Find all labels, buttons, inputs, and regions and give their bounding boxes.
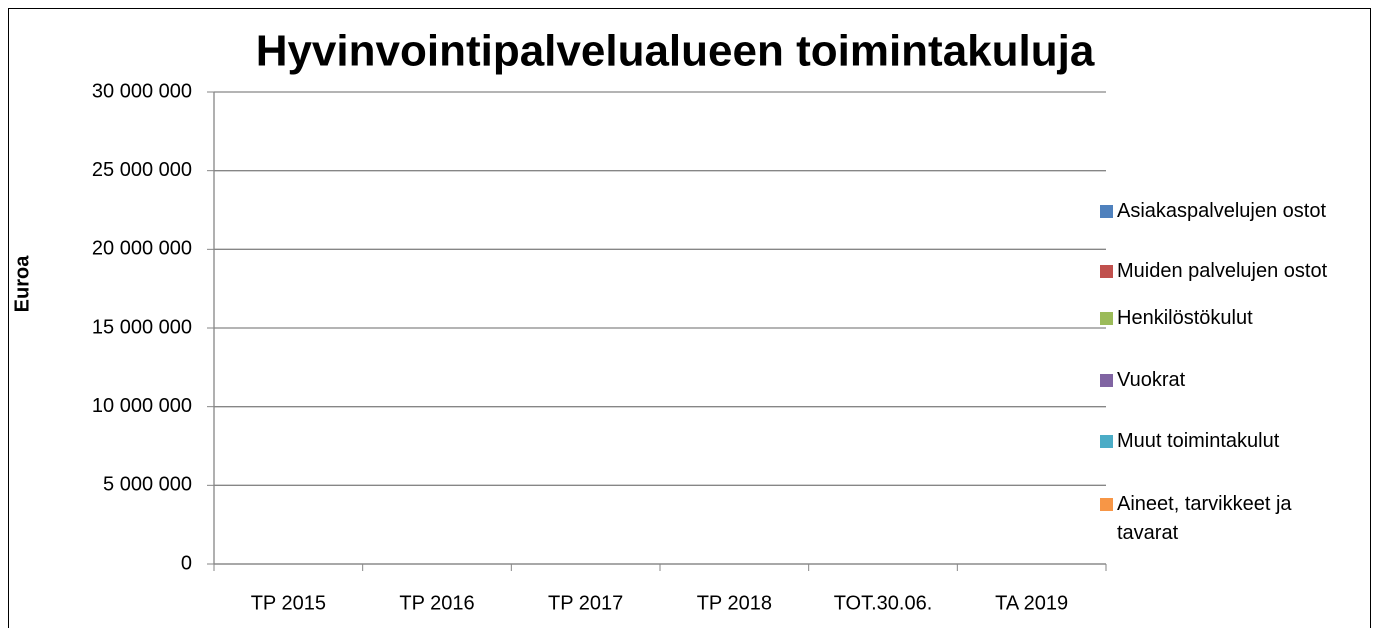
legend-item: Aineet, tarvikkeet ja tavarat bbox=[1100, 490, 1350, 548]
legend-swatch bbox=[1100, 373, 1113, 387]
legend-label: Muut toimintakulut bbox=[1117, 429, 1280, 452]
legend-item: Henkilöstökulut bbox=[1100, 304, 1350, 333]
legend-swatch bbox=[1100, 311, 1113, 325]
chart-title: Hyvinvointipalvelualueen toimintakuluja bbox=[256, 27, 1095, 76]
chart-border bbox=[8, 8, 1371, 628]
y-tick-label: 30 000 000 bbox=[92, 80, 192, 102]
legend-item: Muut toimintakulut bbox=[1100, 427, 1350, 456]
x-tick-label: TP 2015 bbox=[251, 592, 326, 614]
x-tick-label: TP 2017 bbox=[548, 592, 623, 614]
x-tick-label: TOT.30.06. bbox=[834, 592, 933, 614]
x-tick-label: TP 2018 bbox=[697, 592, 772, 614]
y-tick-label: 0 bbox=[181, 552, 192, 574]
legend-item: Muiden palvelujen ostot bbox=[1100, 257, 1350, 286]
legend-label: Vuokrat bbox=[1117, 368, 1186, 391]
legend-swatch bbox=[1100, 434, 1113, 448]
x-tick-label: TA 2019 bbox=[995, 592, 1068, 614]
legend-swatch bbox=[1100, 204, 1113, 218]
legend-item: Vuokrat bbox=[1100, 366, 1350, 395]
y-tick-label: 25 000 000 bbox=[92, 159, 192, 181]
legend-label: Henkilöstökulut bbox=[1117, 306, 1253, 329]
y-tick-label: 5 000 000 bbox=[103, 474, 192, 496]
legend-label: Muiden palvelujen ostot bbox=[1117, 259, 1328, 282]
legend-label: Aineet, tarvikkeet ja tavarat bbox=[1117, 493, 1292, 544]
legend-swatch bbox=[1100, 498, 1113, 511]
y-tick-label: 15 000 000 bbox=[92, 316, 192, 338]
legend-item: Asiakaspalvelujen ostot bbox=[1100, 197, 1350, 226]
x-tick-label: TP 2016 bbox=[399, 592, 474, 614]
legend-swatch bbox=[1100, 264, 1113, 278]
y-tick-label: 10 000 000 bbox=[92, 395, 192, 417]
y-tick-label: 20 000 000 bbox=[92, 238, 192, 260]
legend-label: Asiakaspalvelujen ostot bbox=[1117, 199, 1327, 222]
y-axis-label: Euroa bbox=[11, 255, 33, 313]
